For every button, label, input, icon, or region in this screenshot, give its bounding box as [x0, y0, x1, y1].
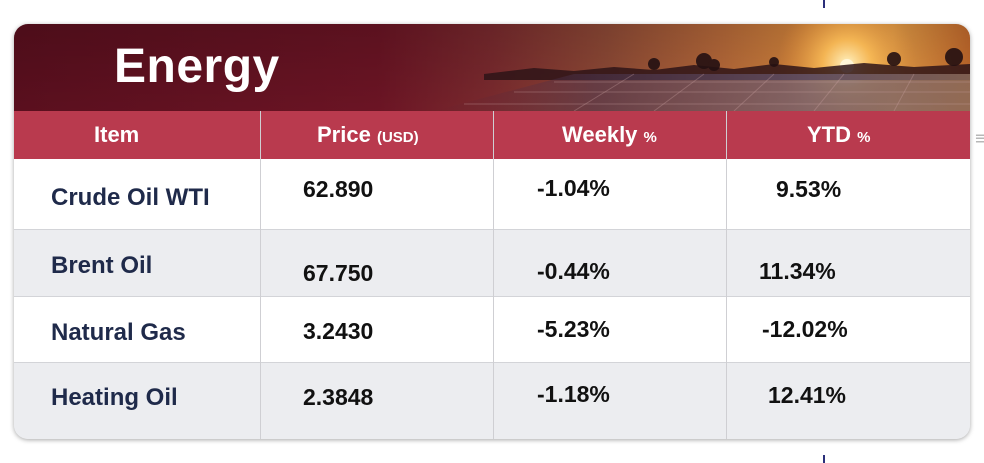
row-ytd: 12.41%: [768, 382, 847, 408]
header-weekly: Weekly %: [562, 111, 657, 159]
row-weekly: -5.23%: [537, 316, 610, 342]
table-row: Natural Gas 3.2430 -5.23% -12.02%: [14, 297, 970, 362]
table-row: Brent Oil 67.750 -0.44% 11.34%: [14, 230, 970, 296]
row-divider: [14, 362, 970, 363]
header-price-label: Price: [317, 122, 371, 147]
row-weekly: -0.44%: [537, 258, 610, 284]
row-divider: [14, 229, 970, 230]
row-item: Natural Gas: [51, 319, 186, 346]
table-row: Crude Oil WTI 62.890 -1.04% 9.53%: [14, 159, 970, 229]
row-item: Heating Oil: [51, 384, 178, 411]
header-ytd-label: YTD: [807, 122, 851, 147]
row-weekly: -1.04%: [537, 175, 610, 201]
row-price: 3.2430: [303, 318, 374, 344]
row-price: 67.750: [303, 260, 374, 286]
header-ytd-unit: %: [857, 129, 871, 146]
header-item: Item: [94, 111, 139, 159]
row-price: 2.3848: [303, 384, 374, 410]
column-divider: [260, 111, 261, 439]
header-weekly-unit: %: [643, 129, 657, 146]
row-divider: [14, 296, 970, 297]
row-item: Brent Oil: [51, 252, 153, 279]
row-price: 62.890: [303, 176, 374, 202]
row-ytd: -12.02%: [762, 316, 848, 342]
energy-table-card: Energy Item Price (USD) Weekly % YTD % C…: [14, 24, 970, 439]
header-price: Price (USD): [317, 111, 419, 159]
page-title: Energy: [114, 40, 280, 93]
header-ytd: YTD %: [807, 111, 870, 159]
header-price-unit: (USD): [376, 129, 419, 146]
solar-panel-sunset-image: [14, 24, 970, 111]
side-lines-icon: ≡: [974, 128, 984, 149]
header-item-label: Item: [94, 122, 140, 147]
banner: Energy: [14, 24, 970, 111]
column-divider: [493, 111, 494, 439]
edge-mark-bottom: [823, 455, 825, 463]
row-ytd: 9.53%: [776, 176, 842, 202]
table-header: Item Price (USD) Weekly % YTD %: [14, 111, 970, 159]
table-row: Heating Oil 2.3848 -1.18% 12.41%: [14, 363, 970, 439]
edge-mark-top: [823, 0, 825, 8]
row-item: Crude Oil WTI: [51, 184, 210, 211]
row-ytd: 11.34%: [759, 258, 836, 284]
row-weekly: -1.18%: [537, 381, 610, 407]
header-weekly-label: Weekly: [562, 122, 638, 147]
column-divider: [726, 111, 727, 439]
